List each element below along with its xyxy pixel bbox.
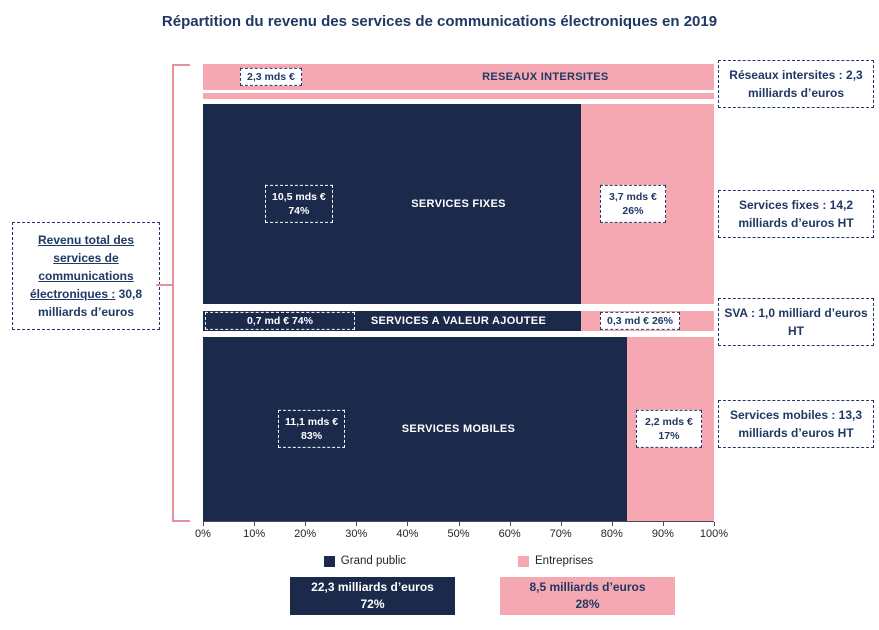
- value-box-fixes-grand-public: 10,5 mds € 74%: [265, 184, 333, 224]
- value-box-mobiles-entreprises: 2,2 mds € 17%: [636, 409, 702, 449]
- x-tick-label: 20%: [294, 528, 317, 540]
- total-entreprises-pct: 28%: [575, 597, 600, 611]
- plot-area: 2,3 mds € RESEAUX INTERSITES 10,5 mds € …: [195, 64, 728, 540]
- legend-item-entreprises: Entreprises: [518, 555, 593, 567]
- band-title-intersites: RESEAUX INTERSITES: [482, 71, 609, 83]
- value-sva-grand-public: 0,7 md € 74%: [247, 314, 313, 327]
- band-services-mobiles: 11,1 mds € 83% SERVICES MOBILES 2,2 mds …: [203, 337, 714, 521]
- value-fixes-grand-public: 10,5 mds €: [272, 190, 326, 203]
- left-brace-top-arm: [172, 64, 190, 66]
- segment-mobiles-grand-public: [203, 337, 628, 521]
- x-tick-label: 40%: [396, 528, 419, 540]
- value-box-fixes-entreprises: 3,7 mds € 26%: [600, 184, 666, 224]
- value-mobiles-grand-public: 11,1 mds €: [285, 415, 339, 428]
- left-brace-bottom-arm: [172, 520, 190, 522]
- x-tick-label: 0%: [195, 528, 211, 540]
- pct-fixes-entreprises: 26%: [622, 205, 644, 217]
- x-tick-label: 100%: [699, 528, 729, 540]
- band-reseaux-intersites: 2,3 mds € RESEAUX INTERSITES: [203, 64, 714, 90]
- total-revenue-note: Revenu total des services de communicati…: [12, 222, 160, 330]
- x-tick-mark: [509, 522, 511, 526]
- total-grand-public-pct: 72%: [360, 597, 385, 611]
- value-mobiles-entreprises: 2,2 mds €: [645, 415, 693, 428]
- x-tick-mark: [714, 522, 715, 526]
- legend-label-grand-public: Grand public: [340, 555, 407, 567]
- value-intersites: 2,3 mds €: [247, 70, 295, 83]
- value-sva-entreprises: 0,3 md € 26%: [607, 314, 673, 327]
- total-grand-public-value: 22,3 milliards d’euros: [311, 580, 434, 595]
- side-note-fixes: Services fixes : 14,2 milliards d’euros …: [718, 190, 874, 238]
- band-services-fixes: 10,5 mds € 74% SERVICES FIXES 3,7 mds € …: [203, 104, 714, 304]
- pct-mobiles-grand-public: 83%: [301, 430, 323, 442]
- x-tick-label: 50%: [447, 528, 470, 540]
- x-tick-mark: [611, 522, 613, 526]
- total-grand-public: 22,3 milliards d’euros 72%: [290, 577, 455, 615]
- pct-fixes-grand-public: 74%: [288, 205, 310, 217]
- x-tick-mark: [560, 522, 562, 526]
- x-tick-mark: [662, 522, 664, 526]
- x-tick-mark: [356, 522, 358, 526]
- side-note-sva: SVA : 1,0 milliard d’euros HT: [718, 298, 874, 346]
- x-tick-mark: [305, 522, 307, 526]
- legend-swatch-grand-public: [323, 555, 335, 567]
- legend-item-grand-public: Grand public: [323, 555, 407, 567]
- x-tick-mark: [254, 522, 256, 526]
- segment-fixes-grand-public: [203, 104, 582, 304]
- x-axis: 0% 10% 20% 30% 40% 50% 60% 70% 80% 90% 1…: [195, 521, 728, 544]
- legend-swatch-entreprises: [518, 555, 530, 567]
- total-revenue-note-value: 30,8 milliards d’euros: [37, 287, 143, 319]
- x-tick-mark: [458, 522, 460, 526]
- x-tick-mark: [407, 522, 409, 526]
- x-tick-label: 60%: [498, 528, 521, 540]
- x-tick-label: 80%: [600, 528, 623, 540]
- side-note-mobiles: Services mobiles : 13,3 milliards d’euro…: [718, 400, 874, 448]
- value-fixes-entreprises: 3,7 mds €: [609, 190, 657, 203]
- band-intersites-strip: [203, 93, 714, 99]
- page-title: Répartition du revenu des services de co…: [161, 13, 718, 30]
- pct-mobiles-entreprises: 17%: [658, 430, 680, 442]
- total-entreprises-value: 8,5 milliards d’euros: [529, 580, 646, 595]
- total-revenue-note-underlined: Revenu total des services de communicati…: [29, 233, 135, 301]
- legend: Grand public Entreprises: [203, 555, 714, 567]
- value-box-sva-entreprises: 0,3 md € 26%: [600, 311, 680, 331]
- left-brace-vertical: [172, 64, 174, 522]
- value-box-intersites: 2,3 mds €: [240, 67, 302, 87]
- value-box-sva-grand-public: 0,7 md € 74%: [205, 311, 355, 331]
- legend-label-entreprises: Entreprises: [535, 555, 594, 567]
- segment-sva-grand-public: [203, 311, 582, 331]
- total-entreprises: 8,5 milliards d’euros 28%: [500, 577, 675, 615]
- side-note-intersites: Réseaux intersites : 2,3 milliards d’eur…: [718, 60, 874, 108]
- band-sva: 0,7 md € 74% SERVICES A VALEUR AJOUTEE 0…: [203, 311, 714, 331]
- left-brace-middle-arm: [156, 284, 172, 286]
- x-tick-label: 10%: [243, 528, 266, 540]
- value-box-mobiles-grand-public: 11,1 mds € 83%: [278, 409, 346, 449]
- x-tick-label: 70%: [549, 528, 572, 540]
- x-tick-label: 30%: [345, 528, 368, 540]
- x-tick-label: 90%: [651, 528, 674, 540]
- x-tick-mark: [203, 522, 204, 526]
